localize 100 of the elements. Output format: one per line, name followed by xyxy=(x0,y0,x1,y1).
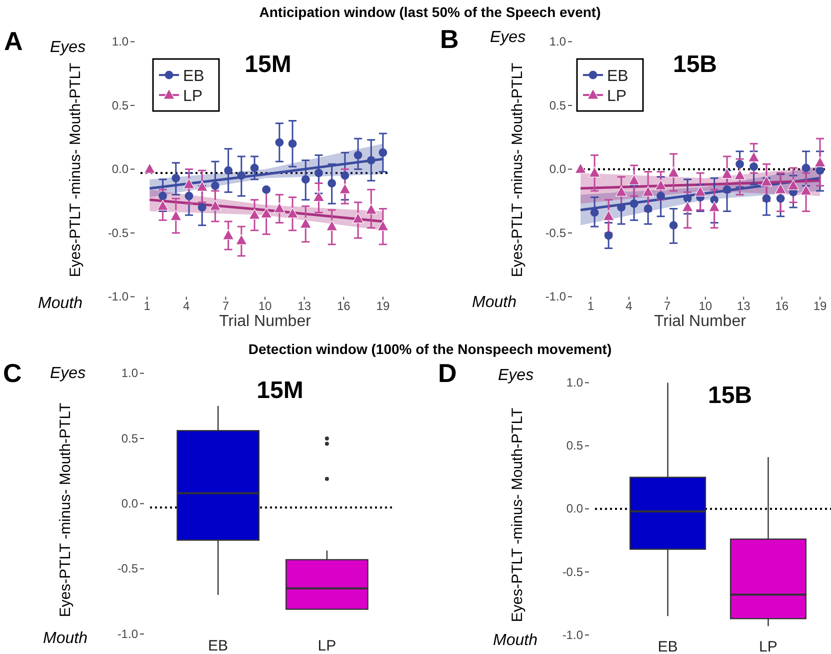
point xyxy=(172,174,180,182)
text: C xyxy=(3,358,22,388)
x-tick-label: 16 xyxy=(336,299,351,314)
legend-label: EB xyxy=(183,68,204,85)
point xyxy=(198,203,206,212)
legend-label: LP xyxy=(607,88,627,105)
point xyxy=(183,178,195,189)
y-axis-title: Eyes-PTLT -minus- Mouth-PTLT xyxy=(57,402,74,618)
x-tick-label: 10 xyxy=(698,299,712,314)
point xyxy=(144,162,156,174)
point xyxy=(262,185,271,194)
point xyxy=(736,160,744,168)
y-tick-label: -0.5 xyxy=(562,564,584,579)
text: Mouth xyxy=(43,630,88,647)
point xyxy=(694,186,706,196)
point xyxy=(339,183,351,194)
point xyxy=(787,179,800,190)
point xyxy=(300,218,312,228)
point xyxy=(301,175,310,184)
point xyxy=(236,234,248,245)
y-tick-label: 0.5 xyxy=(121,431,138,446)
point xyxy=(328,179,336,188)
y-tick-label: 0.0 xyxy=(549,162,566,176)
point xyxy=(365,204,377,214)
point xyxy=(170,210,182,221)
text: Eyes xyxy=(490,29,526,46)
point xyxy=(588,166,600,178)
x-tick-label: 13 xyxy=(736,299,751,314)
y-tick-label: 1.0 xyxy=(121,366,138,380)
point xyxy=(354,150,362,160)
y-tick-label: -1.0 xyxy=(545,290,566,304)
y-tick-label: 1.0 xyxy=(566,376,584,390)
x-tick-label: 4 xyxy=(626,299,633,314)
point xyxy=(682,201,694,212)
point xyxy=(722,185,732,194)
text: Mouth xyxy=(493,632,538,649)
point xyxy=(378,148,388,157)
point xyxy=(734,169,746,180)
y-axis-title: Eyes-PTLT -minus- Mouth-PTLT xyxy=(509,408,526,622)
text: Mouth xyxy=(38,295,83,312)
point xyxy=(260,208,272,218)
y-tick-label: 0.5 xyxy=(566,438,584,453)
point xyxy=(377,220,389,231)
legend-label: EB xyxy=(607,68,628,85)
point xyxy=(616,186,628,196)
y-tick-label: -1.0 xyxy=(108,290,129,304)
point xyxy=(628,174,640,185)
x-tick-label: 10 xyxy=(258,299,272,314)
point xyxy=(816,166,824,175)
point xyxy=(312,190,325,202)
x-tick-label: EB xyxy=(658,638,678,654)
y-tick-label: 1.0 xyxy=(112,34,129,49)
y-tick-label: -0.5 xyxy=(545,226,566,240)
point xyxy=(642,186,654,196)
y-tick-label: 0.0 xyxy=(566,502,584,516)
point xyxy=(683,194,692,203)
y-tick-label: 0.5 xyxy=(112,98,129,112)
point xyxy=(760,176,772,186)
point xyxy=(196,180,208,192)
y-tick-label: 0.5 xyxy=(549,98,566,112)
x-tick-label: LP xyxy=(759,638,778,654)
point xyxy=(184,192,194,200)
x-tick-label: EB xyxy=(208,638,228,654)
point xyxy=(250,164,259,172)
chart-title: 15M xyxy=(256,377,304,404)
point xyxy=(209,200,221,210)
y-tick-label: 0.0 xyxy=(121,496,138,510)
point xyxy=(644,204,652,213)
x-tick-label: 7 xyxy=(664,299,671,314)
text: Mouth xyxy=(472,294,517,311)
point xyxy=(668,166,680,178)
point xyxy=(314,168,323,178)
point xyxy=(708,201,720,212)
x-tick-label: 19 xyxy=(813,299,828,314)
point xyxy=(802,164,810,172)
text: Anticipation window (last 50% of the Speech event) xyxy=(259,4,601,20)
y-tick-label: -1.0 xyxy=(562,628,584,642)
y-axis-title: Eyes-PTLT -minus- Mouth-PTLT xyxy=(509,62,526,278)
point xyxy=(655,179,667,190)
point xyxy=(274,202,286,214)
point xyxy=(800,184,812,196)
x-axis-title: Trial Number xyxy=(654,313,747,330)
y-tick-label: 1.0 xyxy=(549,34,566,49)
point xyxy=(366,156,376,164)
point xyxy=(721,168,733,179)
y-tick-label: -0.5 xyxy=(117,562,138,576)
point xyxy=(776,194,785,203)
point xyxy=(750,162,758,171)
chart-title: 15B xyxy=(672,51,718,78)
x-tick-label: 1 xyxy=(587,299,594,314)
point xyxy=(762,194,771,203)
x-axis-title: Trial Number xyxy=(219,313,312,330)
y-tick-label: -1.0 xyxy=(117,626,138,641)
point xyxy=(656,192,665,200)
point xyxy=(602,210,614,221)
point xyxy=(617,203,626,212)
point xyxy=(286,208,298,218)
point xyxy=(326,220,338,231)
legend-label: LP xyxy=(183,88,203,105)
x-tick-label: 19 xyxy=(376,299,390,314)
